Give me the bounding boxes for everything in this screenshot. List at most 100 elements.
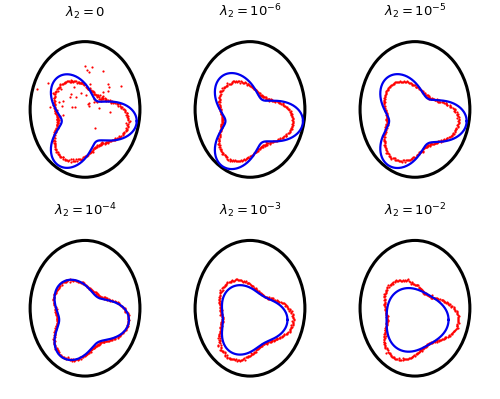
Point [51, 98, 59, 105]
Point [416, 286, 424, 292]
Point [399, 277, 407, 283]
Point [217, 146, 225, 152]
Point [453, 109, 461, 116]
Point [383, 346, 391, 352]
Point [58, 112, 66, 118]
Point [216, 328, 224, 334]
Point [430, 97, 438, 103]
Point [232, 158, 240, 164]
Point [245, 280, 253, 286]
Point [94, 341, 102, 348]
Point [60, 355, 68, 361]
Point [436, 296, 444, 302]
Title: $\lambda_2=0$: $\lambda_2=0$ [65, 5, 105, 22]
Point [395, 158, 403, 164]
Point [263, 294, 271, 300]
Point [242, 155, 250, 161]
Point [58, 81, 66, 88]
Point [84, 152, 92, 158]
Point [381, 108, 389, 115]
Point [419, 288, 427, 294]
Point [395, 277, 403, 283]
Point [94, 93, 102, 100]
Point [424, 292, 432, 298]
Point [122, 128, 130, 134]
Point [452, 127, 460, 134]
Point [383, 150, 391, 156]
Point [269, 297, 277, 303]
Point [50, 134, 58, 140]
Point [98, 140, 106, 146]
Point [264, 96, 272, 102]
Point [58, 354, 66, 360]
Point [218, 113, 226, 119]
Point [262, 142, 270, 148]
Point [381, 331, 389, 338]
Point [50, 301, 58, 307]
Point [225, 81, 233, 88]
Point [90, 289, 98, 296]
Point [236, 158, 244, 164]
Point [254, 346, 262, 352]
Point [427, 294, 435, 301]
Point [216, 292, 224, 298]
Point [414, 349, 422, 355]
Point [121, 308, 129, 315]
Point [51, 93, 59, 99]
Point [68, 356, 76, 362]
Point [217, 322, 225, 328]
Point [286, 327, 294, 333]
Point [216, 332, 224, 339]
Point [216, 89, 224, 96]
Point [382, 147, 390, 153]
Point [216, 129, 224, 136]
Point [218, 117, 226, 124]
Point [215, 144, 223, 150]
Point [271, 98, 279, 105]
Point [382, 146, 390, 152]
Point [216, 128, 224, 134]
Point [240, 79, 248, 86]
Point [51, 334, 59, 340]
Point [119, 106, 127, 112]
Point [54, 318, 62, 324]
Point [55, 117, 63, 123]
Point [214, 342, 222, 349]
Point [215, 331, 223, 337]
Point [125, 312, 133, 318]
Point [288, 112, 296, 119]
Point [80, 154, 88, 160]
Point [51, 304, 59, 310]
Point [261, 94, 269, 100]
Point [253, 87, 261, 94]
Point [288, 320, 296, 327]
Point [50, 298, 58, 305]
Point [290, 317, 298, 323]
Point [262, 139, 270, 146]
Point [91, 91, 99, 97]
Point [51, 146, 59, 152]
Point [233, 358, 241, 364]
Point [222, 352, 230, 358]
Point [58, 282, 66, 288]
Point [264, 294, 272, 301]
Point [242, 354, 250, 360]
Point [448, 330, 456, 336]
Point [245, 353, 253, 359]
Point [84, 350, 92, 356]
Point [50, 295, 58, 301]
Point [416, 86, 424, 93]
Point [452, 126, 460, 132]
Point [121, 109, 129, 115]
Point [239, 80, 247, 86]
Point [416, 86, 424, 93]
Point [92, 92, 100, 99]
Point [431, 140, 439, 146]
Point [51, 142, 59, 148]
Point [106, 97, 114, 103]
Point [218, 317, 226, 323]
Point [420, 146, 428, 152]
Point [228, 79, 235, 86]
Point [50, 338, 58, 344]
Point [67, 277, 75, 283]
